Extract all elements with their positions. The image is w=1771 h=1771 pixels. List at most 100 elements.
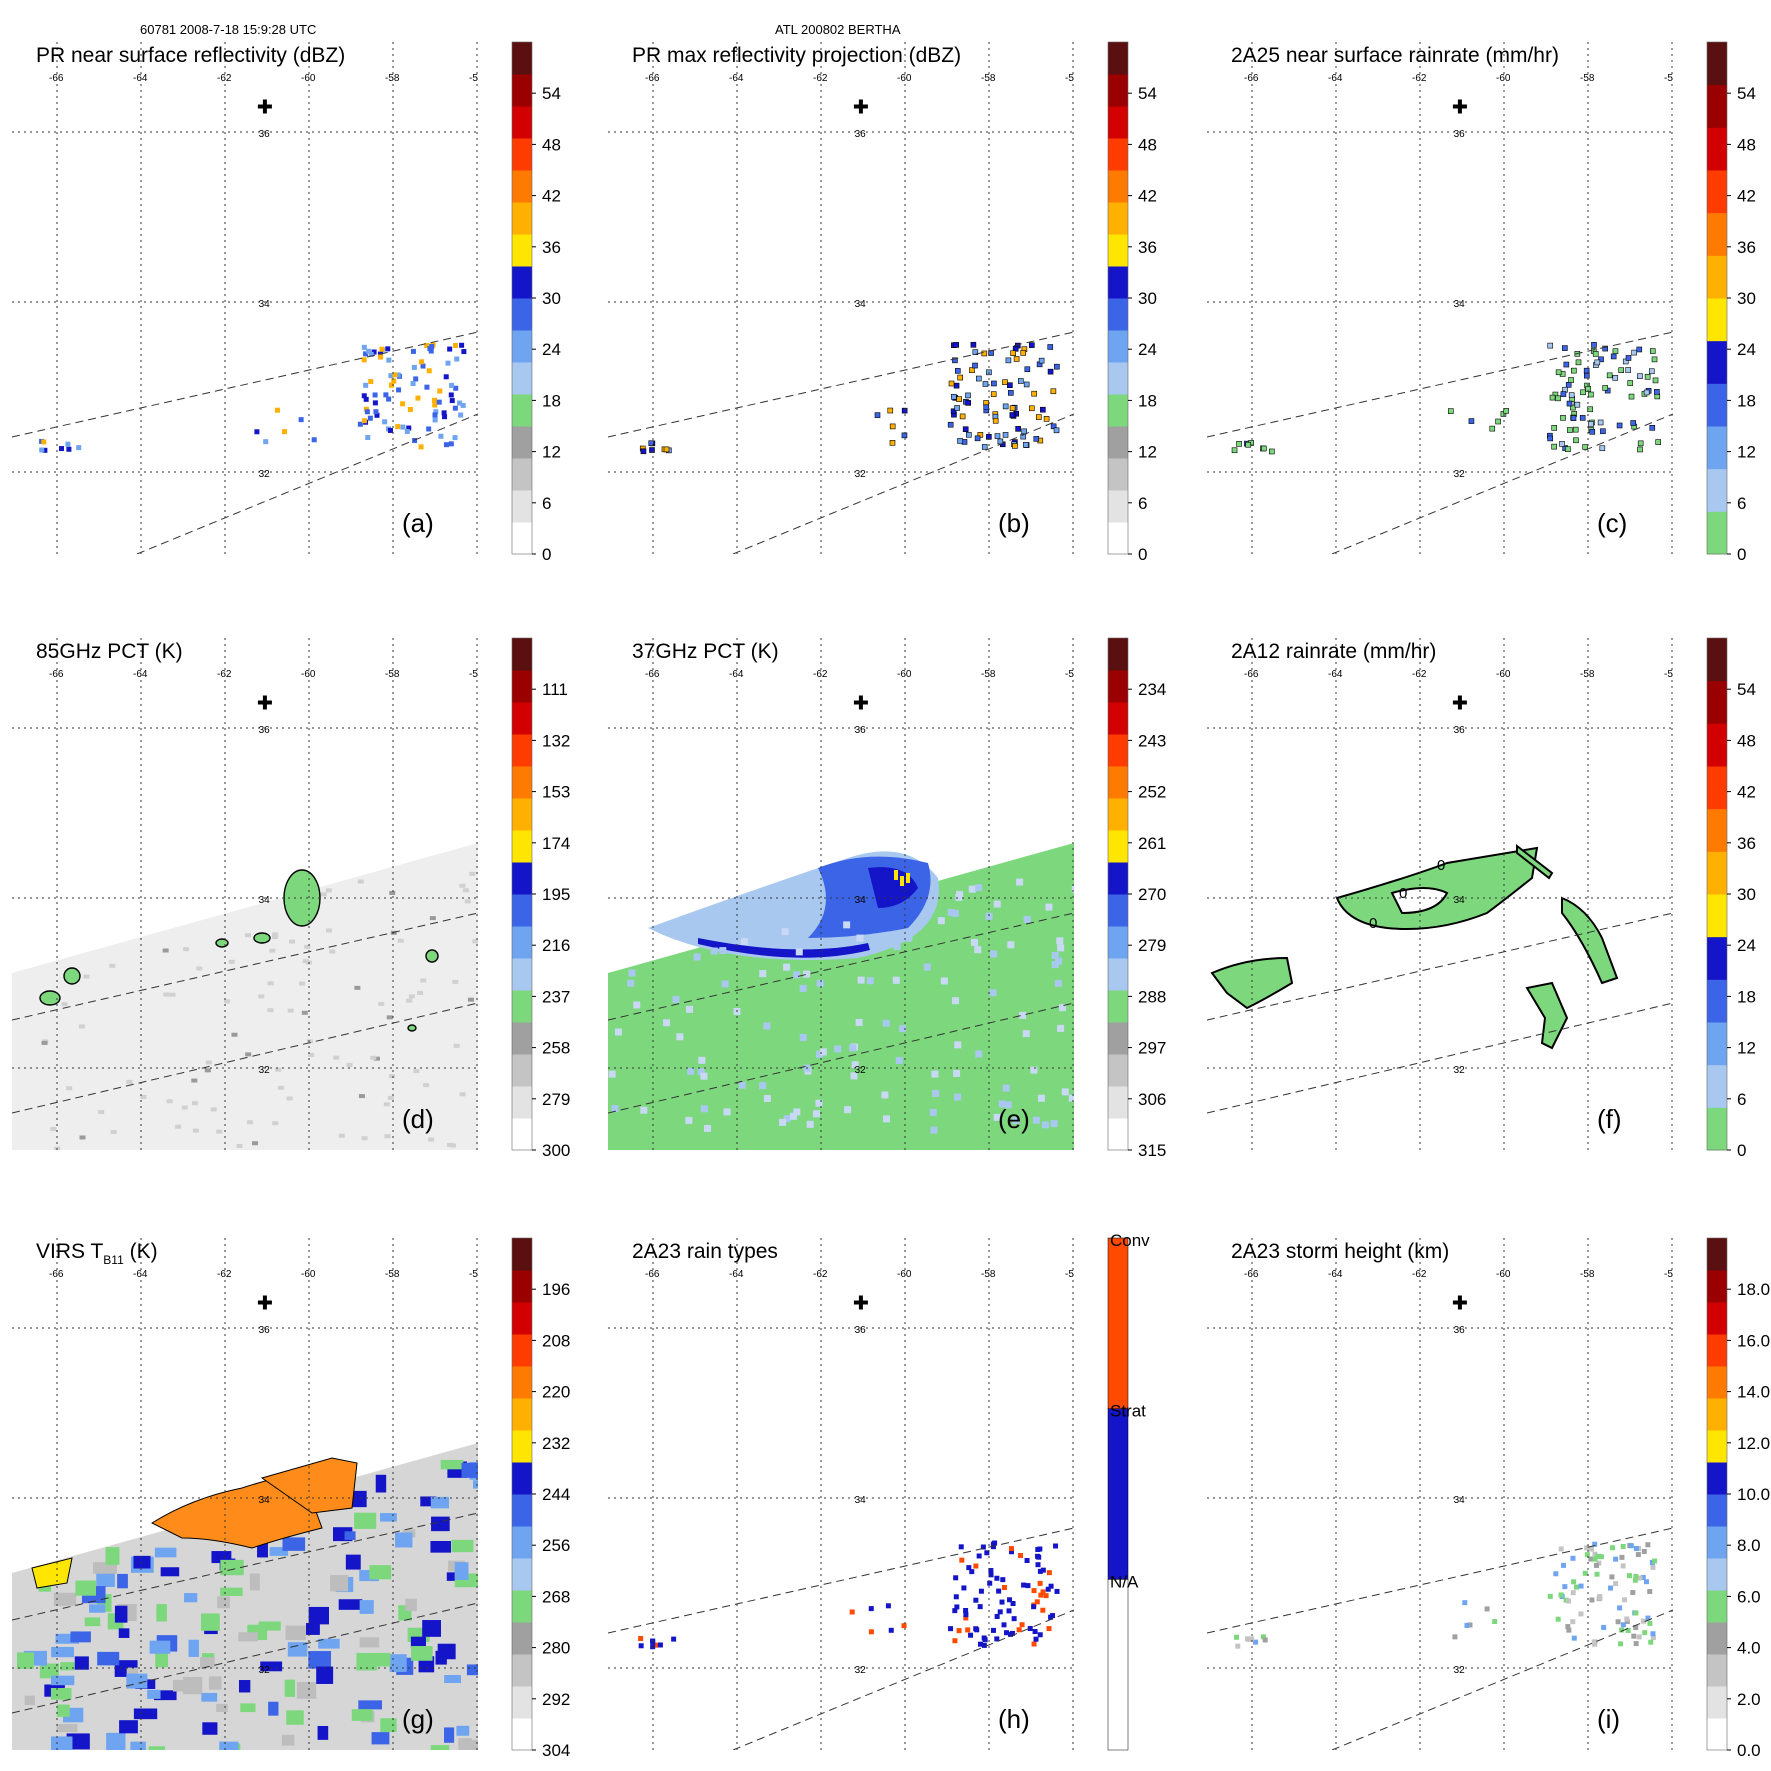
pixel-b [954, 405, 960, 411]
colorbar-tick-e: 270 [1138, 885, 1166, 904]
pixel-e [611, 1105, 619, 1113]
colorbar-tick-a: 36 [542, 238, 561, 257]
lon-tick-i: -60 [1496, 1269, 1511, 1280]
lat-tick-i: 32 [1454, 1665, 1466, 1676]
colorbar-tick-f: 42 [1737, 783, 1756, 802]
pixel-h [977, 1604, 983, 1610]
pixel-b [1005, 357, 1012, 364]
pixel-e [849, 1044, 857, 1052]
colorbar-segment-e [1108, 638, 1128, 671]
colorbar-tick-e: 315 [1138, 1141, 1166, 1160]
pixel-g [117, 1573, 128, 1589]
colorbar-segment-d [512, 926, 532, 959]
colorbar-segment-d [512, 894, 532, 927]
pixel-i [1588, 1546, 1594, 1552]
colorbar-tick-c: 12 [1737, 443, 1756, 462]
pixel-c [1637, 373, 1643, 379]
pixel-d [41, 1040, 48, 1045]
pixel-d [406, 998, 413, 1003]
lat-tick-f: 40 [1454, 385, 1466, 396]
colorbar-tick-b: 54 [1138, 84, 1157, 103]
pixel-g [351, 1709, 373, 1721]
colorbar-tick-e: 252 [1138, 783, 1166, 802]
pixel-e [953, 1069, 961, 1077]
pixel-c [1625, 367, 1632, 373]
cold-top-g [150, 1472, 323, 1549]
pixel-d [204, 1068, 211, 1073]
pixel-h [1027, 1626, 1033, 1632]
panel-label-b: (b) [998, 508, 1030, 538]
pixel-c [1547, 435, 1554, 442]
pixel-e [937, 917, 945, 925]
pixel-i [1633, 1546, 1639, 1552]
pixel-g [50, 1688, 72, 1700]
colorbar-tick-d: 300 [542, 1141, 570, 1160]
pixel-d [205, 1060, 212, 1065]
swath-edge-i [1331, 1609, 1673, 1750]
pixel-a [76, 445, 82, 451]
pixel-c [1583, 372, 1590, 379]
pixel-d [301, 1010, 308, 1015]
pixel-g [148, 1746, 166, 1750]
colorbar-tick-d: 111 [542, 680, 568, 699]
lon-tick-c: -62 [1412, 73, 1427, 84]
pixel-d [247, 1120, 254, 1125]
colorbar-segment-i [1707, 1590, 1727, 1623]
storm-center-e [853, 695, 868, 710]
colorbar-tick-d: 153 [542, 783, 570, 802]
swath-edge-d [12, 1002, 478, 1114]
pixel-i [1578, 1611, 1584, 1617]
swath-edge-b [608, 331, 1074, 438]
colorbar-segment-i [1707, 1526, 1727, 1559]
colorbar-tick-e: 306 [1138, 1090, 1166, 1109]
pixel-a [371, 349, 377, 355]
pixel-g [155, 1651, 169, 1668]
swath-edge-f [1207, 1002, 1673, 1114]
colorbar-segment-a [512, 170, 532, 203]
colorbar-segment-c [1707, 383, 1727, 427]
pixel-c [1616, 422, 1623, 429]
pixel-g [422, 1620, 441, 1637]
colorbar-tick-g: 268 [542, 1587, 570, 1606]
colorbar-tick-a: 30 [542, 289, 561, 308]
pixel-d [304, 944, 311, 949]
colorbar-tick-e: 279 [1138, 936, 1166, 955]
pixel-e [719, 947, 727, 955]
colorbar-tick-b: 0 [1138, 545, 1147, 564]
lon-tick-c: -60 [1496, 73, 1511, 84]
pixel-i [1452, 1634, 1458, 1640]
pixel-g [338, 1599, 363, 1610]
pixel-i [1582, 1570, 1588, 1576]
pixel-h [888, 1627, 894, 1633]
pixel-e [974, 946, 982, 954]
pixel-h [1019, 1622, 1025, 1628]
pixel-e [932, 1089, 940, 1097]
pixel-c [1567, 427, 1573, 433]
pixel-i [1593, 1562, 1599, 1568]
pixel-h [901, 1623, 907, 1629]
pixel-i [1633, 1641, 1639, 1647]
pixel-h [1046, 1570, 1052, 1576]
colorbar-segment-b [1108, 106, 1128, 139]
pixel-g [153, 1690, 177, 1701]
pixel-g [240, 1703, 256, 1713]
lon-tick-a: -64 [133, 73, 148, 84]
swath-edge-g [12, 1512, 478, 1621]
pixel-g [106, 1732, 126, 1750]
colorbar-tick-a: 48 [542, 135, 561, 154]
lat-tick-h: 34 [855, 1495, 867, 1506]
colorbar-segment-a [512, 42, 532, 75]
pixel-a [373, 409, 379, 415]
pixel-e [816, 979, 824, 987]
pixel-i [1571, 1579, 1577, 1585]
pixel-e [954, 1041, 962, 1049]
pixel-d [450, 1143, 457, 1148]
pixel-i [1620, 1622, 1626, 1628]
pixel-g [249, 1573, 260, 1591]
pixel-a [461, 349, 467, 355]
pixel-i [1640, 1618, 1646, 1624]
pixel-g [430, 1496, 449, 1509]
pixel-a [445, 360, 451, 366]
pixel-g [411, 1646, 433, 1661]
pixel-h [963, 1612, 969, 1618]
